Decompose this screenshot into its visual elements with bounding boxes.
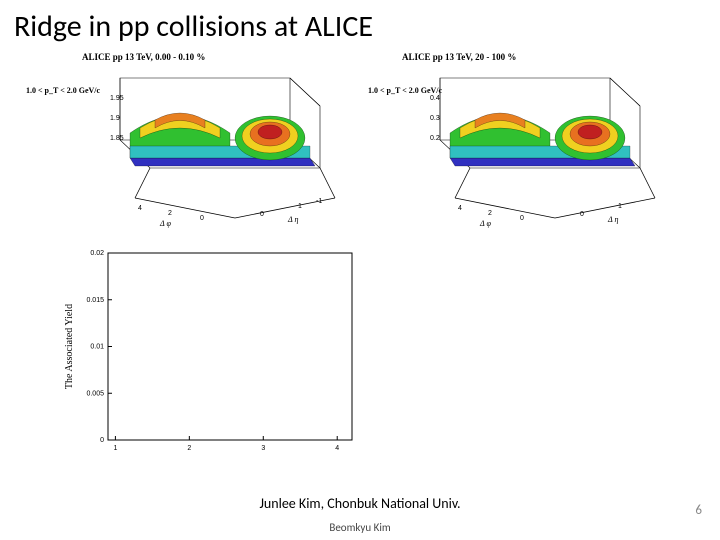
yield-plot-right <box>380 245 680 470</box>
svg-text:2: 2 <box>488 210 492 217</box>
yield-left-svg: 0 0.005 0.01 0.015 0.02 1 2 3 4 The Associated Yi… <box>60 245 360 470</box>
svg-text:1: 1 <box>618 203 622 210</box>
page-number: 6 <box>695 503 702 518</box>
svg-text:0.3: 0.3 <box>430 115 440 122</box>
ridge-surface-left <box>130 113 315 166</box>
svg-text:0: 0 <box>200 215 204 222</box>
surface-left-title: ALICE pp 13 TeV, 0.00 - 0.10 % <box>82 52 205 62</box>
svg-text:0: 0 <box>260 211 264 218</box>
surface-plot-left: ALICE pp 13 TeV, 0.00 - 0.10 % 1.0 < p_T… <box>60 58 360 228</box>
svg-text:Δ η: Δ η <box>607 215 619 224</box>
svg-text:1: 1 <box>298 203 302 210</box>
svg-text:4: 4 <box>335 445 339 452</box>
surface-left-svg: 1.85 1.9 1.95 4 2 0 0 1 -1 <box>60 58 360 228</box>
svg-text:-1: -1 <box>316 198 322 205</box>
svg-text:1.95: 1.95 <box>110 95 124 102</box>
svg-text:3: 3 <box>261 445 265 452</box>
svg-text:4: 4 <box>458 205 462 212</box>
ridge-surface-right <box>450 113 635 166</box>
svg-text:Δ φ: Δ φ <box>159 219 172 228</box>
footer-text: Beomkyu Kim <box>329 521 390 534</box>
svg-text:0.2: 0.2 <box>430 135 440 142</box>
surface-right-ptlabel: 1.0 < p_T < 2.0 GeV/c <box>368 86 442 95</box>
svg-text:0.015: 0.015 <box>86 297 104 304</box>
svg-text:1.9: 1.9 <box>110 115 120 122</box>
svg-text:2: 2 <box>168 210 172 217</box>
yield-right-svg <box>380 245 680 470</box>
svg-text:Δ η: Δ η <box>287 215 299 224</box>
svg-text:1.85: 1.85 <box>110 135 124 142</box>
surface-right-svg: 0.2 0.3 0.4 4 2 0 0 1 Δ φ Δ η <box>380 58 680 228</box>
svg-text:0.4: 0.4 <box>430 95 440 102</box>
surface-right-title: ALICE pp 13 TeV, 20 - 100 % <box>402 52 516 62</box>
svg-text:0: 0 <box>100 437 104 444</box>
slide-title: Ridge in pp collisions at ALICE <box>14 8 373 45</box>
svg-text:The Associated Yield: The Associated Yield <box>64 304 75 389</box>
svg-text:4: 4 <box>138 205 142 212</box>
svg-text:2: 2 <box>187 445 191 452</box>
svg-text:Δ φ: Δ φ <box>479 219 492 228</box>
svg-text:0.01: 0.01 <box>90 344 104 351</box>
credit-text: Junlee Kim, Chonbuk National Univ. <box>259 495 460 512</box>
svg-text:0.005: 0.005 <box>86 390 104 397</box>
surface-left-ptlabel: 1.0 < p_T < 2.0 GeV/c <box>26 86 100 95</box>
surface-plot-right: ALICE pp 13 TeV, 20 - 100 % 1.0 < p_T < … <box>380 58 680 228</box>
svg-text:1: 1 <box>113 445 117 452</box>
svg-text:0.02: 0.02 <box>90 250 104 257</box>
svg-text:0: 0 <box>520 215 524 222</box>
svg-text:0: 0 <box>580 211 584 218</box>
yield-plot-left: 0 0.005 0.01 0.015 0.02 1 2 3 4 The Associated Yi… <box>60 245 360 470</box>
